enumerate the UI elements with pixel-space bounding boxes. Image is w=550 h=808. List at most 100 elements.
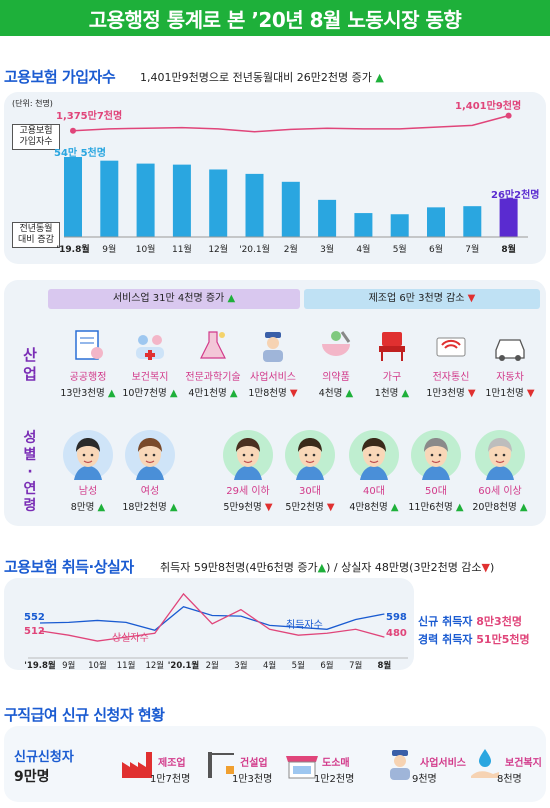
industry-value: 4천명 ▲ [318,388,354,399]
bar-4 [209,169,228,237]
document-person-icon [68,326,108,366]
insured-chart: '19.8월 9월 10월 11월 12월 '20.1월 2월 3월 4월 5월 6월 7월 8월 [56,112,528,255]
flows-subtitle: 취득자 59만8천명(4만6천명 증가▲) / 상실자 48만명(3만2천명 감… [160,561,495,574]
right-loss-value: 480 [386,628,407,639]
x-tick-2-5: '20.1월 [168,660,200,671]
industry-name: 공공행정 [69,372,107,383]
bar-2 [136,163,155,237]
demographic-value: 8만명 ▲ [70,502,106,513]
service-header: 서비스업 31만 4천명 증가 ▲ [48,289,300,309]
demographic-value: 4만8천명 ▲ [349,502,399,513]
industry-value: 13만3천명 ▲ [60,388,116,399]
up-arrow-icon: ▲ [398,388,410,399]
first-total-label: 1,375만7천명 [56,111,123,122]
router-icon [431,326,471,366]
benefit-total-label: 신규신청자 [14,750,74,765]
x-tick-9: 5월 [393,243,407,255]
x-tick-2-6: 2월 [206,660,219,671]
demographic-value: 5만2천명 ▼ [285,502,335,513]
x-tick-2-7: 3월 [234,660,247,671]
down-arrow-icon: ▼ [261,502,273,513]
benefit-panel [4,726,546,802]
demographic-name: 40대 [363,486,385,497]
car-icon [490,326,530,366]
benefit-title: 구직급여 신규 신청자 현황 [4,706,165,724]
x-tick-2-4: 12월 [145,660,164,671]
loss-series-label: 상실자수 [112,633,149,644]
bar-12 [499,198,518,237]
x-tick-3: 11월 [172,243,192,255]
bar-9 [390,214,409,237]
x-tick-10: 6월 [429,243,443,255]
x-tick-2-9: 5월 [292,660,305,671]
benefit-industry-name: 보건복지 [505,758,542,769]
industry-name: 자동차 [496,372,524,383]
legend-total: 고용보험 가입자수 [12,124,60,150]
senior-face-icon [475,430,525,480]
up-arrow-icon: ▲ [94,502,106,513]
insured-subtitle: 1,401만9천명으로 전년동월대비 26만2천명 증가 ▲ [140,71,384,84]
x-tick-2-0: '19.8월 [24,660,56,671]
x-tick-2-10: 6월 [320,660,333,671]
series-line-0 [39,605,385,631]
legend-change: 전년동월 대비 증감 [12,222,60,248]
bar-8 [354,213,373,237]
title-banner: 고용행정 통계로 본 ’20년 8월 노동시장 동향 [0,0,550,36]
fifties-face-icon [411,430,461,480]
x-tick-12: 8월 [501,243,516,255]
hand-drop-icon [465,744,505,784]
acq-series-label: 취득자수 [286,620,323,631]
people-cross-icon [130,326,170,366]
benefit-industry-value: 1만2천명 [314,774,355,785]
thirties-face-icon [285,430,335,480]
exp-acq-legend: 경력 취득자 51만5천명 [418,633,530,646]
bar-10 [427,207,445,237]
benefit-industry-name: 사업서비스 [420,758,466,769]
demographic-value: 5만9천명 ▼ [223,502,273,513]
industry-value: 1만3천명 ▼ [426,388,476,399]
up-arrow-icon: ▲ [166,502,178,513]
x-tick-2-8: 4월 [263,660,276,671]
industry-name: 전자통신 [432,372,470,383]
demographic-row-label: 성 별 · 연 령 [23,430,37,514]
x-tick-6: 2월 [284,243,298,255]
left-loss-value: 512 [24,626,45,637]
factory-icon [118,744,158,784]
page-title: 고용행정 통계로 본 ’20년 8월 노동시장 동향 [88,8,462,32]
right-acq-value: 598 [386,612,407,623]
first-bar-label: 54만 5천명 [54,148,106,159]
industry-name: 보건복지 [131,372,169,383]
x-tick-2-2: 10월 [88,660,107,671]
chair-icon [372,326,412,366]
up-arrow-icon: ▲ [342,388,354,399]
x-tick-7: 3월 [320,243,334,255]
flows-chart: '19.8월 9월 10월 11월 12월 '20.1월 2월 3월 4월 5월 6월 7월 8월 [24,592,408,671]
total-point-last [505,112,512,119]
shop-icon [282,744,322,784]
x-tick-2-3: 11월 [117,660,136,671]
new-acq-legend: 신규 취득자 8만3천명 [418,615,522,628]
industry-name: 가구 [382,372,402,383]
up-arrow-icon: ▲ [387,502,399,513]
x-tick-2-1: 9월 [62,660,75,671]
flows-panel [4,578,414,670]
industry-value: 4만1천명 ▲ [188,388,238,399]
security-guard-icon [380,744,420,784]
industry-value: 1천명 ▲ [374,388,410,399]
bar-5 [245,173,264,237]
demographic-name: 29세 이하 [226,486,270,497]
benefit-industry-name: 건설업 [240,758,268,769]
crane-icon [200,744,240,784]
demographic-name: 남성 [78,486,98,497]
x-tick-4: 12월 [208,243,228,255]
benefit-industry-value: 1만7천명 [150,774,191,785]
up-arrow-icon: ▲ [104,388,116,399]
x-tick-2: 10월 [136,243,156,255]
unit-label: (단위: 천명) [12,99,53,108]
security-guard-icon [253,326,293,366]
industry-value: 10만7천명 ▲ [122,388,178,399]
x-tick-11: 7월 [465,243,479,255]
x-tick-1: 9월 [102,243,116,255]
down-arrow-icon: ▼ [286,388,298,399]
up-arrow-icon: ▲ [516,502,528,513]
